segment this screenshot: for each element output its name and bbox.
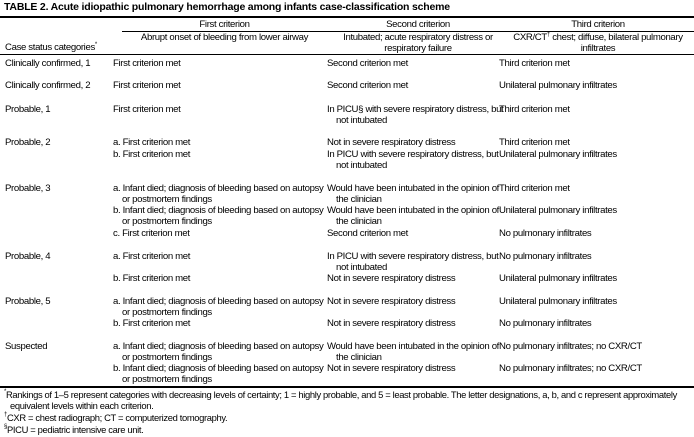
header-second-criterion: Second criterion [386,19,450,30]
cell-third-criterion: Unilateral pulmonary infiltrates [499,273,617,284]
cell-second-criterion: Not in severe respiratory distress [327,363,456,374]
header-third-criterion: Third criterion [571,19,625,30]
cell-second-criterion: In PICU with severe respiratory distress… [327,251,499,273]
top-rule [0,16,694,18]
footnote-cxr: †CXR = chest radiograph; CT = computeriz… [4,412,228,423]
cell-second-criterion: Not in severe respiratory distress [327,137,456,148]
header-first-desc: Abrupt onset of bleeding from lower airw… [140,32,309,43]
row-category: Probable, 3 [5,183,51,194]
cell-first-criterion: a. Infant died; diagnosis of bleeding ba… [113,183,324,205]
cell-second-criterion: Would have been intubated in the opinion… [327,341,499,363]
cell-third-criterion: Unilateral pulmonary infiltrates [499,205,617,216]
bottom-rule [0,386,694,388]
header-second-desc: Intubated; acute respiratory distress or… [343,32,493,54]
cell-second-criterion: Second criterion met [327,58,408,69]
cell-first-criterion: a. First criterion met [113,137,191,148]
cell-first-criterion: b. Infant died; diagnosis of bleeding ba… [113,363,324,385]
cell-third-criterion: Third criterion met [499,183,570,194]
cell-first-criterion: a. First criterion met [113,251,191,262]
cell-first-criterion: First criterion met [113,104,181,115]
cell-third-criterion: Unilateral pulmonary infiltrates [499,80,617,91]
cell-first-criterion: b. First criterion met [113,318,191,329]
cell-first-criterion: a. Infant died; diagnosis of bleeding ba… [113,341,324,363]
cell-third-criterion: No pulmonary infiltrates [499,318,592,329]
cell-third-criterion: No pulmonary infiltrates; no CXR/CT [499,341,642,352]
cell-third-criterion: No pulmonary infiltrates; no CXR/CT [499,363,642,374]
cell-second-criterion: Not in severe respiratory distress [327,296,456,307]
cell-third-criterion: No pulmonary infiltrates [499,251,592,262]
row-category: Probable, 5 [5,296,51,307]
row-category: Clinically confirmed, 1 [5,58,91,69]
cell-first-criterion: First criterion met [113,58,181,69]
cell-second-criterion: In PICU with severe respiratory distress… [327,149,499,171]
header-third-desc: CXR/CT† chest; diffuse, bilateral pulmon… [513,32,683,54]
footnote-picu: §PICU = pediatric intensive care unit. [4,424,144,435]
cell-first-criterion: b. First criterion met [113,149,191,160]
cell-first-criterion: b. Infant died; diagnosis of bleeding ba… [113,205,324,227]
row-category: Probable, 2 [5,137,51,148]
cell-third-criterion: Third criterion met [499,137,570,148]
cell-third-criterion: Unilateral pulmonary infiltrates [499,149,617,160]
header-rule [0,54,694,55]
cell-first-criterion: c. First criterion met [113,228,190,239]
footnote-rankings: *Rankings of 1–5 represent categories wi… [4,389,677,411]
cell-second-criterion: In PICU§ with severe respiratory distres… [327,104,504,126]
header-case-status: Case status categories* [5,42,97,53]
cell-third-criterion: No pulmonary infiltrates [499,228,592,239]
cell-first-criterion: a. Infant died; diagnosis of bleeding ba… [113,296,324,318]
cell-second-criterion: Second criterion met [327,228,408,239]
cell-third-criterion: Unilateral pulmonary infiltrates [499,296,617,307]
cell-second-criterion: Not in severe respiratory distress [327,318,456,329]
row-category: Clinically confirmed, 2 [5,80,91,91]
row-category: Suspected [5,341,48,352]
cell-third-criterion: Third criterion met [499,58,570,69]
row-category: Probable, 4 [5,251,51,262]
row-category: Probable, 1 [5,104,51,115]
cell-second-criterion: Would have been intubated in the opinion… [327,205,499,227]
group-rule [122,31,694,32]
cell-second-criterion: Would have been intubated in the opinion… [327,183,499,205]
cell-second-criterion: Second criterion met [327,80,408,91]
cell-first-criterion: First criterion met [113,80,181,91]
cell-third-criterion: Third criterion met [499,104,570,115]
table-title: TABLE 2. Acute idiopathic pulmonary hemo… [4,1,450,13]
cell-first-criterion: b. First criterion met [113,273,191,284]
cell-second-criterion: Not in severe respiratory distress [327,273,456,284]
header-first-criterion: First criterion [199,19,250,30]
